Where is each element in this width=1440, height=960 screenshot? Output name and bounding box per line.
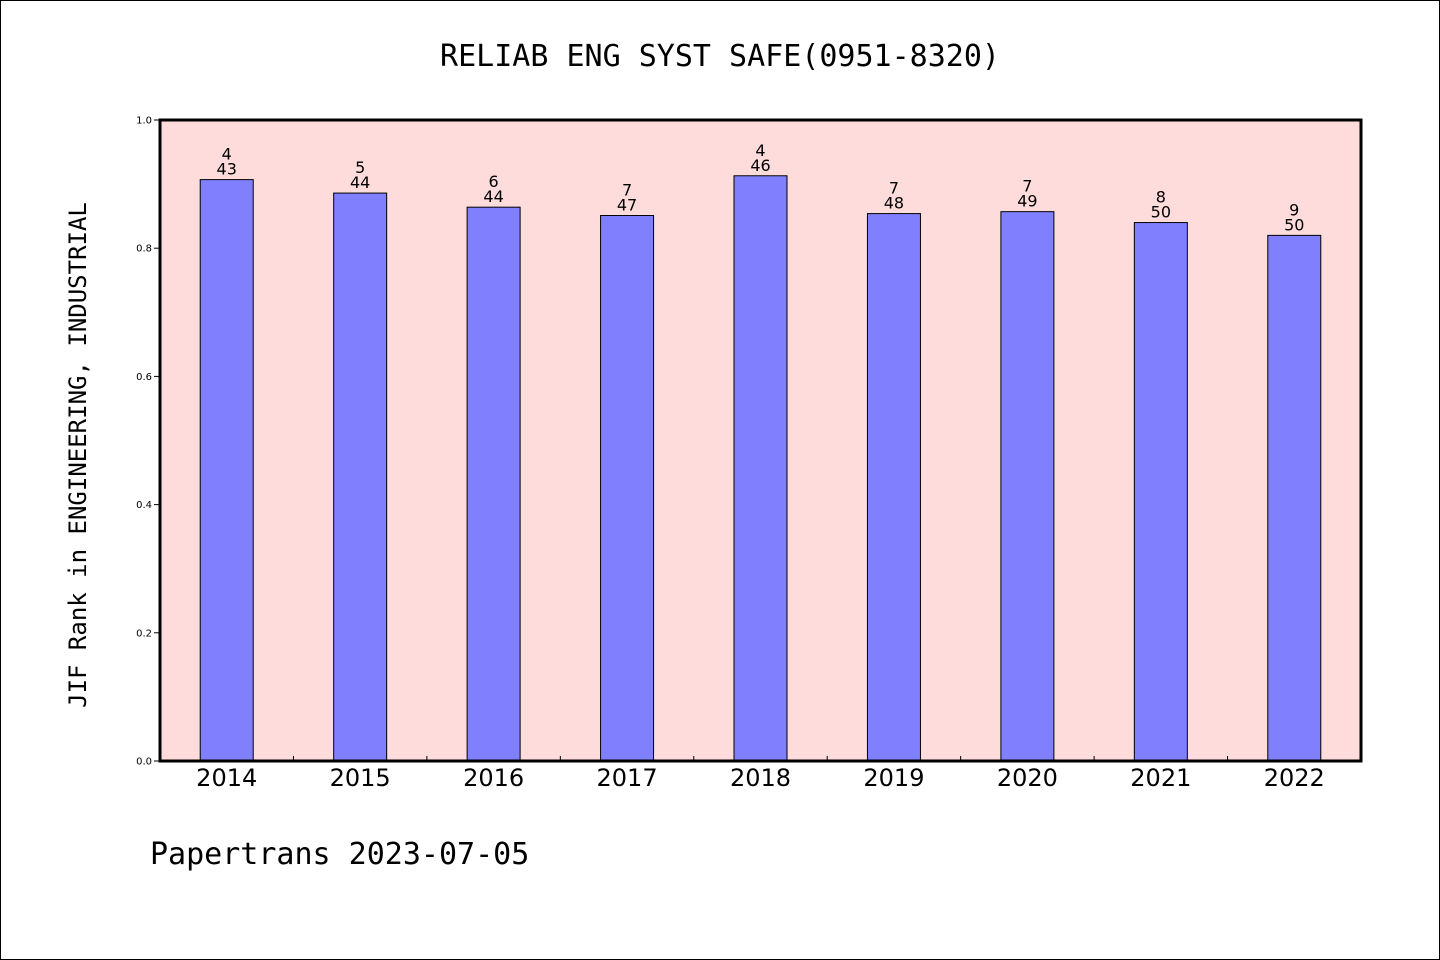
bar-2019 (866, 213, 921, 762)
data-label-total-2020: 49 (1017, 192, 1037, 211)
data-label-total-2021: 50 (1151, 203, 1171, 222)
data-label-rank-2017: 7 (622, 181, 632, 200)
bar-2018 (733, 175, 788, 762)
x-tick-label-2021: 2021 (1130, 764, 1191, 792)
data-label-rank-2020: 7 (1022, 177, 1032, 196)
plot-border (158, 118, 1363, 763)
y-tick-label-0.4: 0.4 (136, 500, 152, 511)
chart-title: RELIAB ENG SYST SAFE(0951-8320) (440, 39, 1000, 74)
y-tick-label-0.2: 0.2 (136, 628, 152, 639)
y-tick-label-0.6: 0.6 (136, 372, 152, 383)
data-label-rank-2019: 7 (889, 179, 899, 198)
y-tick-label-1.0: 1.0 (136, 116, 152, 127)
y-tick-label-0.0: 0.0 (136, 757, 152, 768)
data-label-total-2017: 47 (617, 196, 637, 215)
data-label-total-2022: 50 (1284, 215, 1304, 234)
bar-2014 (199, 179, 254, 762)
bar-2022 (1267, 234, 1322, 762)
bar-2020 (1000, 211, 1055, 762)
data-label-total-2016: 44 (483, 187, 503, 206)
data-label-rank-2015: 5 (355, 158, 365, 177)
data-label-rank-2016: 6 (489, 172, 499, 191)
data-label-total-2019: 48 (884, 194, 904, 213)
bar-2021 (1133, 222, 1188, 762)
x-tick-label-2016: 2016 (463, 764, 524, 792)
x-tick-label-2014: 2014 (196, 764, 257, 792)
x-tick-label-2015: 2015 (330, 764, 391, 792)
data-label-rank-2014: 4 (222, 145, 232, 164)
axis-ticks: 2014 2015 2016 2017 2018 2019 2020 2021 2022 0.0 0… (136, 116, 1325, 793)
x-tick-label-2017: 2017 (597, 764, 658, 792)
data-label-total-2018: 46 (750, 156, 770, 175)
data-label-total-2015: 44 (350, 173, 370, 192)
bar-2016 (466, 206, 521, 762)
bar-2017 (600, 215, 655, 762)
footer-text: Papertrans 2023-07-05 (150, 837, 529, 872)
x-tick-label-2018: 2018 (730, 764, 791, 792)
y-axis-label: JIF Rank in ENGINEERING, INDUSTRIAL (64, 202, 92, 708)
bar-2015 (333, 192, 388, 762)
x-tick-label-2022: 2022 (1264, 764, 1325, 792)
data-label-rank-2021: 8 (1156, 188, 1166, 207)
x-tick-label-2019: 2019 (863, 764, 924, 792)
data-label-rank-2018: 4 (755, 141, 765, 160)
data-label-total-2014: 43 (217, 160, 237, 179)
bars (199, 175, 1322, 762)
data-label-rank-2022: 9 (1289, 200, 1299, 219)
x-tick-label-2020: 2020 (997, 764, 1058, 792)
y-tick-label-0.8: 0.8 (136, 244, 152, 255)
